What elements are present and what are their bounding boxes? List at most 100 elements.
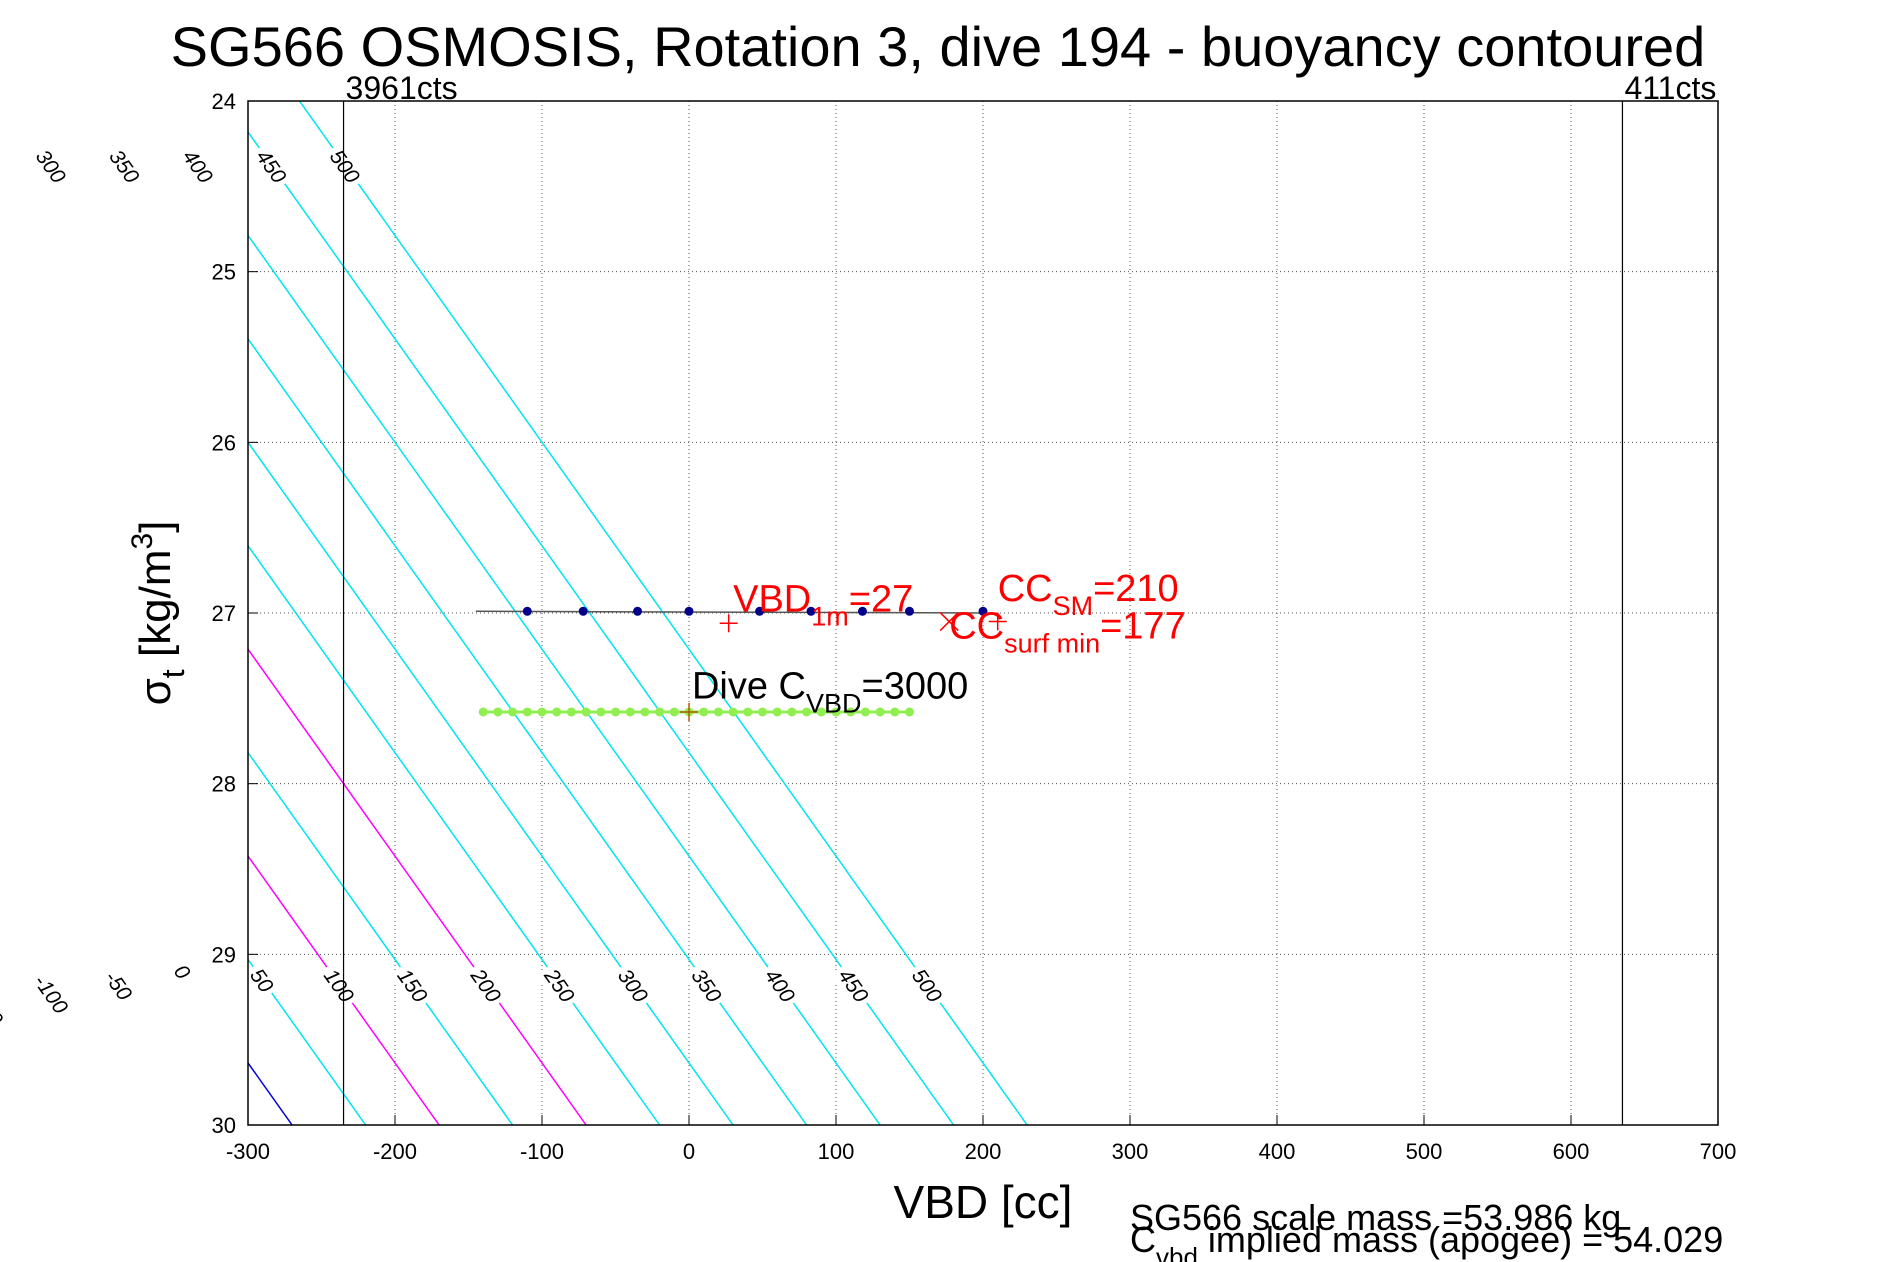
dive-trace <box>472 606 988 717</box>
upper-data-point <box>578 606 588 616</box>
x-tick-label: 200 <box>965 1139 1002 1164</box>
x-tick-labels: -300 -200 -100 0 100 200 300 400 500 600 700 <box>226 1115 1736 1164</box>
annotation-main: Dive C <box>692 665 806 707</box>
upper-trace-line <box>475 610 984 614</box>
contour-label-bg <box>321 139 370 192</box>
contour-label: 450 <box>247 139 297 192</box>
lower-data-point <box>758 707 767 717</box>
annotation-tail: =27 <box>849 578 913 620</box>
lower-data-point <box>655 707 665 717</box>
annotation-sub: surf min <box>1004 629 1100 659</box>
contour-line <box>298 101 1028 1125</box>
annotation-ccsurf: CCsurf min=177 <box>949 606 1186 659</box>
contour-label-bg <box>0 139 3 192</box>
contour-line <box>248 441 734 1125</box>
x-tick-label: 100 <box>818 1139 855 1164</box>
x-tick-label: 400 <box>1259 1139 1296 1164</box>
upper-data-point <box>684 606 694 616</box>
contour-label: 450 <box>829 959 879 1012</box>
contour-label: 400 <box>174 139 223 192</box>
lower-data-point <box>846 707 856 717</box>
annotation-vbd1m: VBD1m=27 <box>733 578 913 631</box>
lower-data-point <box>478 707 488 717</box>
annotation-tail: =210 <box>1093 568 1179 610</box>
contour-label: 200 <box>462 959 511 1012</box>
annotation-tail: =3000 <box>862 665 969 707</box>
x-axis-label: VBD [cc] <box>894 1176 1073 1228</box>
annotation-tail: =177 <box>1100 606 1186 648</box>
y-axis-label-unit: [kg/m <box>131 550 180 670</box>
y-tick-label: 28 <box>212 772 236 797</box>
x-tick-label: -100 <box>520 1139 564 1164</box>
lower-data-point <box>875 707 885 717</box>
contour-label-bg <box>903 959 952 1012</box>
contour-label: 300 <box>27 139 76 192</box>
lower-data-point <box>508 707 518 717</box>
contour-label: 350 <box>682 959 732 1012</box>
lower-data-point <box>802 707 812 717</box>
x-tick-label: 600 <box>1553 1139 1590 1164</box>
lower-data-point <box>581 707 591 717</box>
contour-label-bg <box>756 959 805 1012</box>
x-tick-label: 700 <box>1700 1139 1737 1164</box>
contour-label: 400 <box>756 959 805 1012</box>
contour-label-bg <box>388 959 438 1012</box>
implied-mass-text: Cvbd implied mass (apogee) = 54.029 <box>1130 1219 1723 1262</box>
contour-label: 300 <box>609 959 658 1012</box>
lower-data-point <box>669 707 679 717</box>
upper-data-point <box>857 606 867 616</box>
lower-data-point <box>743 707 753 717</box>
lower-data-point <box>890 707 900 717</box>
markers <box>680 612 1007 721</box>
contour-line <box>248 854 440 1125</box>
contour-label-bg <box>27 139 76 192</box>
chart-title: SG566 OSMOSIS, Rotation 3, dive 194 - bu… <box>171 15 1706 78</box>
y-tick-label: 27 <box>212 601 236 626</box>
lower-data-point <box>493 707 503 717</box>
x-marker <box>939 612 959 632</box>
y-axis-label-close: ] <box>131 521 180 533</box>
lower-data-point <box>860 707 870 717</box>
contour-label: -50 <box>94 959 144 1012</box>
upper-data-point <box>905 606 914 616</box>
contour-label-bg <box>609 959 658 1012</box>
contour-label: 100 <box>315 959 364 1012</box>
annotation-ccsm: CCSM=210 <box>998 568 1179 621</box>
contour-label: -100 <box>24 962 80 1025</box>
lower-data-point <box>831 707 841 717</box>
limit-label: 411cts <box>1624 70 1716 106</box>
contour-label: 0 <box>165 955 201 988</box>
contour-label-bg <box>247 139 297 192</box>
contour-label-bg <box>682 959 732 1012</box>
annotation-sub: SM <box>1053 591 1094 621</box>
y-axis-label: σt [kg/m3] <box>126 521 191 706</box>
annotation-sub: 1m <box>811 601 849 631</box>
lower-data-point <box>566 707 576 717</box>
contour-label-bg <box>829 959 879 1012</box>
contour-label: 500 <box>321 139 370 192</box>
scale-mass-text: SG566 scale mass =53.986 kg <box>1130 1197 1621 1238</box>
contour-label: 250 <box>535 959 585 1012</box>
upper-data-point <box>978 606 988 616</box>
contour-lines <box>248 101 1028 1125</box>
lower-data-point <box>537 707 547 717</box>
lower-data-point <box>625 707 635 717</box>
plus-marker <box>680 702 698 721</box>
y-tick-labels: 24 25 26 27 28 29 30 <box>212 89 258 1138</box>
annotation-main: VBD <box>733 578 811 620</box>
contour-label: 250 <box>0 139 3 192</box>
y-axis-label-sub: t <box>155 669 191 678</box>
upper-data-point <box>806 606 816 616</box>
limit-lines: 3961cts 411cts <box>342 70 1716 1125</box>
contour-line <box>248 234 881 1125</box>
contour-label-bg <box>24 962 80 1025</box>
implied-mass-tail: implied mass (apogee) = 54.029 <box>1198 1219 1723 1260</box>
contour-line <box>248 751 514 1125</box>
lower-data-point <box>905 707 914 717</box>
lower-data-point <box>611 707 620 717</box>
plus-marker <box>988 612 1007 631</box>
upper-data-point <box>633 606 643 616</box>
lower-data-point <box>713 707 723 717</box>
